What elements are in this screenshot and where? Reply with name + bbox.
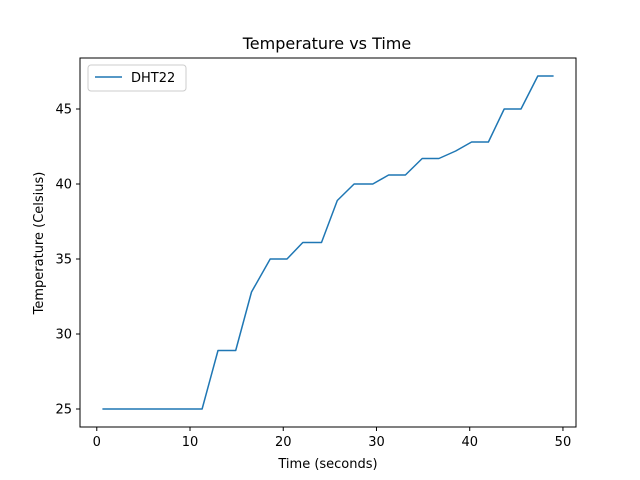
x-axis-label: Time (seconds)	[277, 457, 377, 472]
x-tick-label: 0	[93, 435, 101, 450]
plot-area-frame	[79, 57, 577, 428]
x-axis: 0 10 20 30 40 50	[93, 427, 572, 450]
x-tick-label: 50	[555, 435, 572, 450]
x-tick-label: 30	[368, 435, 385, 450]
y-tick-label: 25	[55, 403, 72, 418]
chart-title: Temperature vs Time	[242, 34, 411, 53]
y-tick-label: 40	[55, 178, 72, 193]
y-axis-label: Temperature (Celsius)	[32, 172, 47, 316]
legend: DHT22	[87, 64, 187, 92]
series-line-dht22	[102, 75, 554, 410]
y-axis: 25 30 35 40 45	[55, 103, 80, 418]
x-tick-label: 40	[461, 435, 478, 450]
legend-label-dht22: DHT22	[131, 71, 175, 86]
legend-box	[87, 64, 187, 92]
y-tick-label: 45	[55, 103, 72, 118]
y-tick-label: 30	[55, 328, 72, 343]
y-tick-label: 35	[55, 253, 72, 268]
x-tick-label: 10	[182, 435, 199, 450]
x-tick-label: 20	[275, 435, 292, 450]
